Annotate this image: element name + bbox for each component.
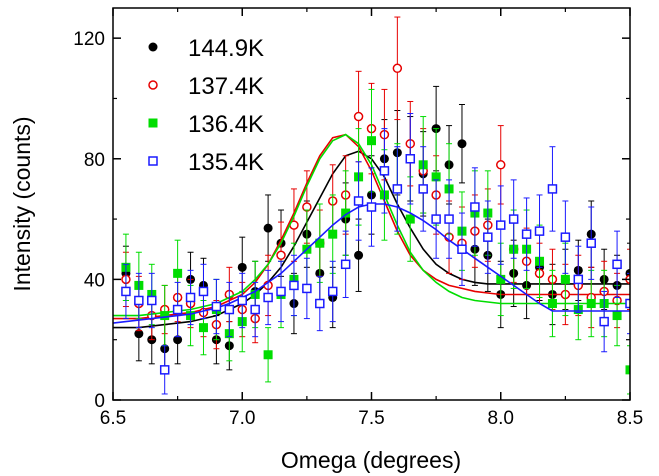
- data-point: [612, 311, 622, 321]
- data-point: [289, 280, 299, 291]
- data-point: [198, 286, 209, 297]
- data-point: [560, 274, 570, 284]
- data-point: [534, 226, 545, 236]
- data-point: [418, 184, 428, 194]
- data-point: [315, 298, 325, 309]
- data-point: [263, 292, 273, 303]
- data-point: [431, 172, 441, 182]
- data-point: [392, 184, 403, 194]
- data-point: [250, 304, 260, 315]
- data-point: [173, 268, 183, 278]
- x-axis-title: Omega (degrees): [281, 447, 461, 473]
- legend-marker: [148, 156, 158, 166]
- data-point: [573, 274, 584, 285]
- data-point: [508, 214, 519, 224]
- legend-label: 136.4K: [188, 111, 264, 138]
- data-point: [354, 250, 364, 260]
- data-point: [198, 323, 208, 333]
- data-point: [276, 250, 286, 261]
- legend-marker: [148, 118, 158, 128]
- data-point: [263, 350, 273, 360]
- data-point: [327, 286, 338, 297]
- data-point: [599, 316, 609, 327]
- plot-area: [113, 16, 630, 395]
- y-tick-label: 0: [94, 391, 105, 412]
- data-point: [367, 136, 376, 146]
- data-point: [366, 202, 377, 212]
- data-point: [405, 214, 415, 224]
- series-135.4K: [113, 113, 630, 395]
- data-point: [625, 298, 630, 309]
- data-point: [224, 304, 235, 315]
- data-point: [134, 295, 144, 306]
- data-point: [496, 220, 506, 230]
- data-point: [586, 299, 596, 309]
- data-point: [405, 154, 416, 164]
- data-point: [353, 196, 364, 206]
- data-point: [328, 229, 338, 239]
- data-point: [159, 365, 170, 375]
- y-tick-label: 40: [84, 270, 105, 291]
- fit-line: [113, 203, 630, 324]
- data-point: [237, 262, 247, 272]
- data-point: [147, 295, 157, 306]
- y-axis-title: Intensity (counts): [9, 116, 35, 291]
- data-point: [547, 184, 558, 194]
- data-point: [444, 214, 454, 224]
- data-point: [302, 283, 312, 294]
- data-point: [379, 166, 390, 176]
- legend-label: 144.9K: [188, 35, 264, 62]
- data-point: [457, 244, 467, 254]
- data-point: [315, 238, 325, 248]
- data-point: [353, 111, 364, 122]
- data-point: [211, 301, 222, 312]
- fit-line: [113, 150, 630, 329]
- legend-label: 135.4K: [188, 149, 264, 176]
- data-point: [457, 139, 467, 149]
- x-tick-label: 8.5: [617, 408, 643, 429]
- data-point: [160, 311, 170, 321]
- data-point: [496, 274, 506, 284]
- x-tick-label: 6.5: [100, 408, 126, 429]
- legend-marker: [148, 42, 158, 52]
- x-tick-label: 8.0: [488, 408, 514, 429]
- data-point: [612, 259, 622, 270]
- data-point: [547, 299, 557, 309]
- data-point: [483, 232, 493, 242]
- legend-marker: [148, 80, 158, 90]
- data-point: [586, 238, 596, 248]
- data-point: [263, 223, 273, 233]
- data-point: [341, 208, 351, 218]
- data-point: [276, 286, 286, 297]
- x-tick-label: 7.5: [358, 408, 384, 429]
- data-point: [121, 286, 131, 297]
- legend-label: 137.4K: [188, 73, 264, 100]
- data-point: [134, 329, 144, 339]
- data-point: [340, 259, 351, 270]
- data-point: [237, 295, 247, 306]
- data-point: [560, 232, 571, 242]
- y-tick-label: 80: [84, 150, 105, 171]
- data-point: [521, 229, 532, 239]
- data-point: [185, 292, 196, 303]
- data-point: [392, 63, 403, 74]
- data-point: [173, 335, 183, 345]
- data-point: [470, 202, 480, 212]
- data-point: [496, 160, 506, 170]
- data-point: [172, 304, 183, 315]
- axis-ticks: 6.5 7.0 7.5 8.0 8.5 0 40 80 120: [73, 8, 643, 429]
- fit-line: [113, 133, 630, 317]
- legend: 144.9K 137.4K 136.4K 135.4K: [148, 35, 264, 176]
- data-point: [431, 214, 441, 224]
- y-tick-label: 120: [73, 29, 105, 50]
- x-tick-label: 7.0: [229, 408, 255, 429]
- data-point: [625, 365, 630, 375]
